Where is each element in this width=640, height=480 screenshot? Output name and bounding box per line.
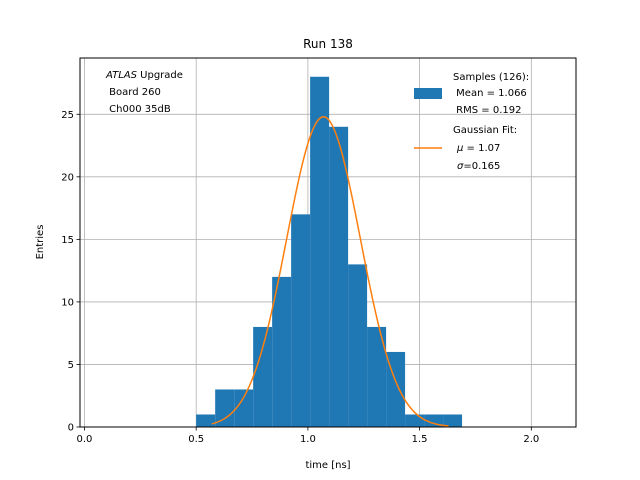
- legend-fit-sigma: σ=0.165: [457, 161, 500, 172]
- gaussian-fit-line: [211, 116, 449, 427]
- y-tick-label: 15: [61, 235, 74, 246]
- y-tick-label: 20: [61, 172, 74, 183]
- x-tick-label: 1.5: [412, 434, 428, 445]
- histogram-bar: [386, 351, 406, 427]
- histogram-bar: [196, 414, 216, 427]
- gaussian-fit-curve: [211, 116, 449, 427]
- x-tick-label: 2.0: [523, 434, 539, 445]
- histogram-bar: [310, 76, 330, 428]
- legend-samples-mean: Mean = 1.066: [453, 88, 527, 99]
- annotation-atlas: ATLAS: [105, 70, 138, 81]
- axis-ticks: 0.0 0.5 1.0 1.5 2.0 0 5 10 15 20 25: [61, 110, 539, 445]
- legend-fit-mu-value: = 1.07: [463, 143, 500, 154]
- x-tick-label: 0.0: [77, 434, 93, 445]
- legend-samples-swatch: [414, 88, 442, 99]
- annotation-line-1: ATLAS Upgrade: [105, 70, 183, 81]
- atlas-annotation: ATLAS Upgrade Board 260 Ch000 35dB: [105, 70, 183, 115]
- legend: Samples (126): Mean = 1.066 RMS = 0.192 …: [414, 72, 529, 172]
- histogram-bar: [272, 276, 292, 427]
- legend-fit-sigma-symbol: σ: [457, 161, 464, 172]
- chart-title: Run 138: [303, 37, 353, 51]
- annotation-board: Board 260: [106, 87, 161, 98]
- annotation-upgrade: Upgrade: [137, 70, 183, 81]
- x-axis-label: time [ns]: [305, 460, 350, 471]
- histogram-bar: [253, 326, 273, 427]
- x-tick-label: 0.5: [188, 434, 204, 445]
- legend-samples-title: Samples (126):: [453, 72, 529, 83]
- y-axis-label: Entries: [35, 225, 46, 260]
- histogram-bars: [196, 76, 463, 428]
- histogram-bar: [348, 264, 368, 427]
- legend-samples-rms: RMS = 0.192: [453, 105, 521, 116]
- legend-fit-title: Gaussian Fit:: [453, 125, 517, 136]
- legend-fit-mu: μ = 1.07: [456, 143, 500, 154]
- y-tick-label: 10: [61, 297, 74, 308]
- legend-fit-sigma-value: =0.165: [463, 161, 500, 172]
- y-tick-label: 25: [61, 110, 74, 121]
- y-tick-label: 5: [68, 360, 74, 371]
- plot-frame: [79, 57, 577, 428]
- annotation-channel: Ch000 35dB: [106, 104, 171, 115]
- legend-fit-mu-symbol: μ: [456, 143, 463, 154]
- histogram-bar: [405, 414, 425, 427]
- histogram-bar: [234, 389, 254, 427]
- histogram-bar: [329, 126, 349, 428]
- x-tick-label: 1.0: [300, 434, 316, 445]
- histogram-bar: [215, 389, 235, 427]
- histogram-bar: [291, 214, 311, 427]
- histogram-bar: [367, 326, 387, 427]
- histogram-bar: [443, 414, 463, 427]
- y-tick-label: 0: [68, 423, 74, 434]
